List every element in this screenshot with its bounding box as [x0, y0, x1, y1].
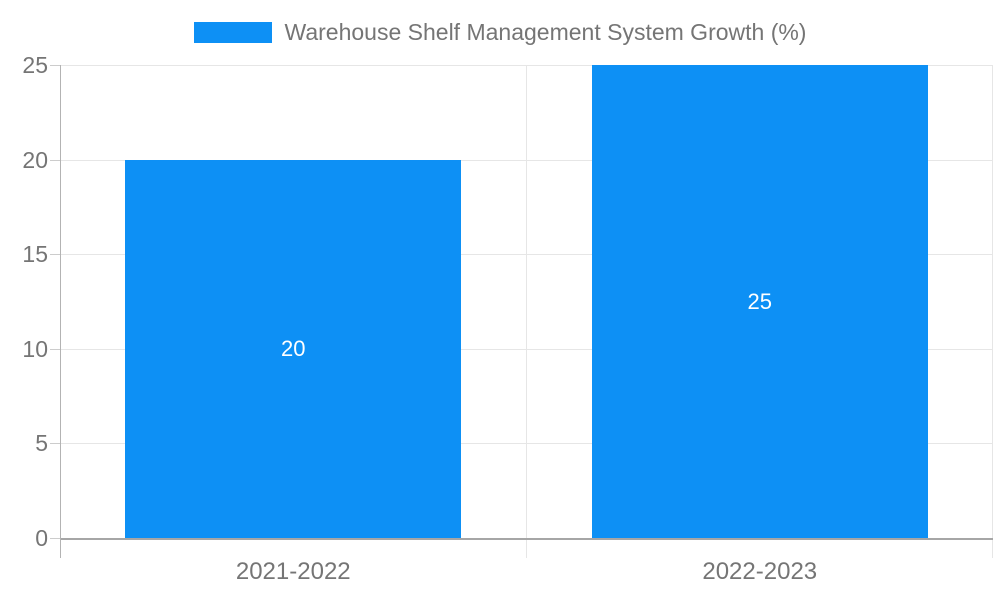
- gridline-vertical: [992, 65, 993, 558]
- y-tick-label: 0: [35, 525, 48, 551]
- gridline-horizontal: [60, 159, 993, 161]
- bar-2022-2023: [591, 65, 928, 538]
- y-tick-label: 20: [22, 146, 48, 173]
- plot-area: 0 5 10 15 20 25 20 2021-2022 25 2022-2023: [22, 52, 993, 585]
- y-tick-label: 10: [22, 335, 48, 362]
- legend-swatch: [193, 21, 272, 43]
- legend-label: Warehouse Shelf Management System Growth…: [284, 18, 807, 45]
- y-tick-label: 5: [35, 430, 48, 457]
- gridline-horizontal: [60, 443, 993, 445]
- gridline-horizontal: [60, 254, 993, 256]
- bar-value-label: 25: [747, 288, 772, 314]
- y-axis-line: [60, 65, 61, 558]
- x-axis-category-label: 2021-2022: [235, 558, 351, 585]
- y-tick-label: 15: [22, 241, 48, 268]
- y-axis-tick: [50, 348, 60, 350]
- gridline-vertical: [525, 65, 527, 558]
- gridline-horizontal: [60, 348, 993, 350]
- legend: Warehouse Shelf Management System Growth…: [0, 19, 1000, 45]
- y-axis-tick: [50, 159, 60, 161]
- bar-value-label: 20: [281, 335, 306, 361]
- y-axis-tick: [50, 65, 60, 66]
- x-axis-category-label: 2022-2023: [702, 558, 818, 585]
- gridline-horizontal: [60, 65, 993, 66]
- y-axis-tick: [50, 538, 60, 539]
- y-axis-tick: [50, 443, 60, 445]
- bar-2021-2022: [125, 159, 462, 538]
- x-axis-line: [60, 538, 993, 540]
- y-tick-label: 25: [22, 52, 48, 78]
- y-axis-tick: [50, 254, 60, 256]
